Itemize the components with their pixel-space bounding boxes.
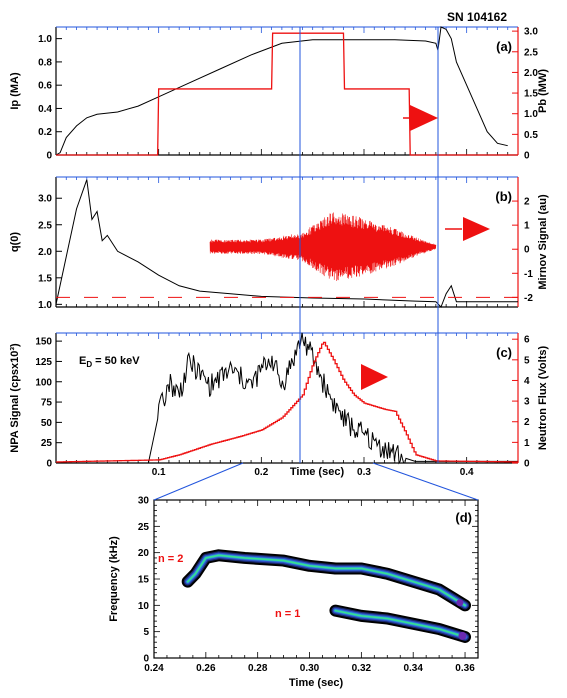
y-tick-label-right-c: 6	[524, 335, 530, 346]
y-tick-label-left-b: 1.0	[38, 300, 52, 311]
y-tick-label-right-a: 0	[524, 151, 530, 162]
x-tick-label-d: 0.24	[144, 663, 164, 674]
panel-label-d: (d)	[455, 510, 472, 525]
y-tick-label-right-c: 4	[524, 376, 530, 387]
panel-label-a: (a)	[496, 39, 512, 54]
y-tick-label-left-c: 150	[35, 337, 52, 348]
x-tick-label-c: 0.3	[357, 467, 371, 478]
x-tick-label-d: 0.26	[196, 663, 216, 674]
y-tick-label-left-a: 1.0	[38, 34, 52, 45]
panel-label-b: (b)	[495, 189, 512, 204]
y-tick-label-left-c: 25	[41, 438, 53, 449]
y-tick-label-right-b: 0	[524, 245, 530, 256]
y-tick-label-right-a: 0.5	[524, 130, 538, 141]
y-tick-label-right-b: -2	[524, 293, 533, 304]
y-tick-label-right-a: 3.0	[524, 27, 538, 38]
y-tick-label-d: 15	[138, 575, 150, 586]
panel-c: 0 25 50 75 100 125 150 0 1 2 3 4 5 6 0.1 0.2 0.3 0.4 Time …	[9, 332, 549, 478]
right-axis-arrow-b	[445, 217, 490, 241]
y-tick-label-right-b: 2	[524, 197, 530, 208]
y-tick-label-left-b: 1.5	[38, 273, 52, 284]
x-tick-label-c: 0.2	[254, 467, 268, 478]
y-tick-label-left-c: 0	[46, 459, 52, 470]
y-tick-label-right-c: 3	[524, 397, 530, 408]
mode-label-n1: n = 1	[275, 608, 300, 620]
zoom-connector-right	[372, 462, 479, 501]
band-tail-n2	[456, 599, 464, 607]
series-b-0	[55, 179, 518, 308]
x-axis-label-d: Time (sec)	[289, 677, 344, 689]
y-tick-label-d: 25	[138, 522, 150, 533]
y-tick-label-left-a: 0.4	[38, 104, 52, 115]
right-axis-arrow-a	[403, 105, 438, 131]
panel-d: 0.24 0.26 0.28 0.30 0.32 0.34 0.36 0 5 10 15 20 25 30…	[108, 496, 479, 689]
y-tick-label-d: 30	[138, 496, 150, 507]
y-tick-label-right-c: 1	[524, 438, 530, 449]
shot-label: SN 104162	[447, 10, 507, 24]
y-tick-label-right-c: 0	[524, 459, 530, 470]
panel-b: 1.0 1.5 2.0 2.5 3.0 -2 -1 0 1 2 q(0) Mirnov Signal …	[9, 176, 549, 311]
mode-band-0-layer-4	[186, 554, 466, 607]
y-tick-label-d: 20	[138, 548, 150, 559]
y-axis-label-left-b: q(0)	[9, 232, 21, 253]
y-axis-label-d: Frequency (kHz)	[108, 536, 120, 622]
y-tick-label-right-c: 2	[524, 417, 530, 428]
y-tick-label-left-c: 125	[35, 357, 52, 368]
panel-label-c: (c)	[496, 345, 512, 360]
y-axis-label-right-a: Pb (MW)	[537, 69, 549, 113]
zoom-connector-left	[153, 462, 244, 501]
series-c-0	[56, 332, 518, 465]
y-tick-label-left-c: 100	[35, 377, 52, 388]
x-tick-label-d: 0.36	[455, 663, 475, 674]
x-tick-label-d: 0.34	[403, 663, 423, 674]
x-tick-label-d: 0.32	[352, 663, 372, 674]
y-tick-label-d: 0	[143, 654, 149, 665]
y-tick-label-left-a: 0.8	[38, 57, 52, 68]
x-axis-label-c: Time (sec)	[290, 466, 345, 478]
y-tick-label-right-b: 1	[524, 221, 530, 232]
y-tick-label-left-c: 50	[41, 418, 53, 429]
right-axis-arrow-c	[361, 364, 388, 390]
y-tick-label-right-a: 2.0	[524, 68, 538, 79]
series-a-1	[56, 32, 518, 156]
y-tick-label-left-a: 0.6	[38, 81, 52, 92]
y-axis-label-left-c: NPA Signal (cpsx10³)	[9, 343, 21, 453]
band-tail-n1	[458, 631, 467, 640]
x-tick-label-c: 0.4	[460, 467, 474, 478]
y-tick-label-d: 10	[138, 601, 150, 612]
x-tick-label-d: 0.28	[248, 663, 268, 674]
y-tick-label-left-a: 0	[46, 151, 52, 162]
y-axis-label-right-c: Neutron Flux (Volts)	[537, 346, 549, 451]
mode-label-n2: n = 2	[158, 553, 183, 565]
y-tick-label-d: 5	[143, 627, 149, 638]
mode-band-1-layer-4	[334, 609, 466, 638]
y-tick-label-left-c: 75	[41, 398, 53, 409]
y-tick-label-right-a: 1.5	[524, 89, 538, 100]
y-tick-label-right-b: -1	[524, 269, 533, 280]
y-tick-label-right-a: 1.0	[524, 109, 538, 120]
panel-a: 0 0.2 0.4 0.6 0.8 1.0 0 0.5 1.0 1.5 2.0 2.5 3.0 Ip (M…	[9, 26, 549, 162]
y-tick-label-right-c: 5	[524, 355, 530, 366]
series-b-1	[209, 212, 437, 281]
y-tick-label-left-b: 3.0	[38, 194, 52, 205]
spectrogram-frame	[153, 499, 479, 659]
x-tick-label-c: 0.1	[152, 467, 166, 478]
y-tick-label-left-b: 2.5	[38, 220, 52, 231]
y-axis-label-right-b: Mirnov Signal (au)	[537, 194, 549, 290]
y-tick-label-left-b: 2.0	[38, 247, 52, 258]
y-tick-label-left-a: 0.2	[38, 127, 52, 138]
x-tick-label-d: 0.30	[300, 663, 320, 674]
beam-energy-annotation: ED = 50 keV	[79, 355, 140, 369]
series-a-0	[55, 26, 508, 156]
series-c-1	[56, 341, 519, 463]
y-tick-label-right-a: 2.5	[524, 47, 538, 58]
y-axis-label-left-a: Ip (MA)	[9, 72, 21, 110]
